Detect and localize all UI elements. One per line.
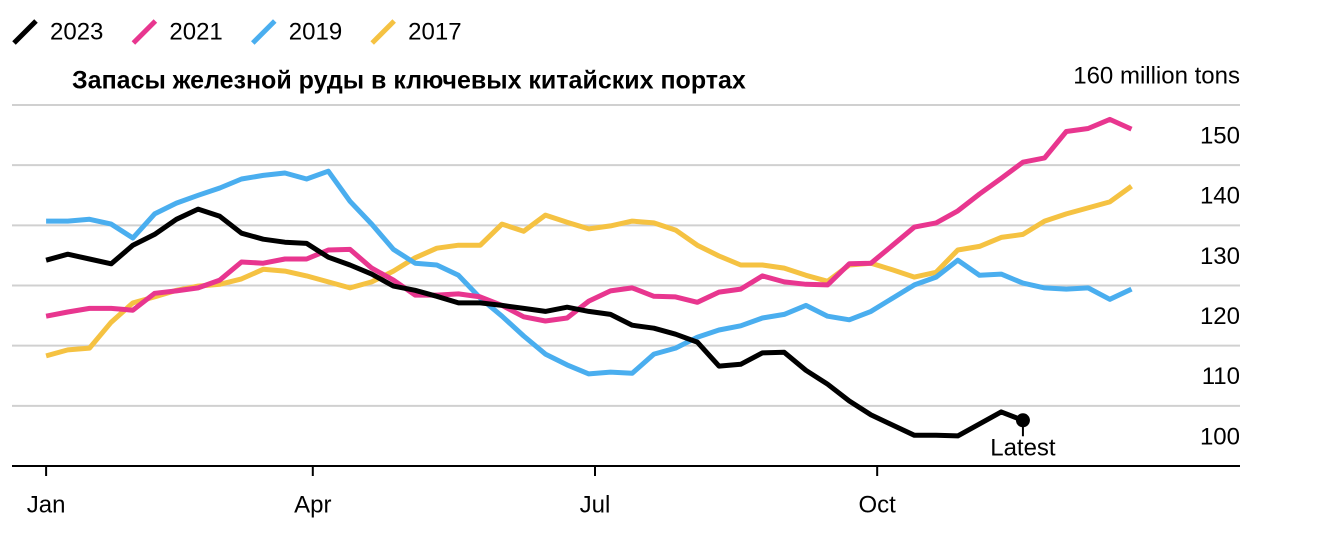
legend-label: 2019 (289, 18, 342, 45)
legend-label: 2023 (50, 18, 103, 45)
legend-swatch (12, 19, 38, 45)
y-tick-label: 100 (1200, 423, 1240, 450)
y-tick-label: 130 (1200, 243, 1240, 270)
annotation: Latest (990, 435, 1056, 462)
legend-swatch (370, 19, 396, 45)
legend-swatch (251, 19, 277, 45)
y-tick-label: 110 (1202, 363, 1240, 390)
chart-title: Запасы железной руды в ключевых китайски… (72, 67, 746, 95)
legend-label: 2017 (408, 18, 461, 45)
series-line (45, 184, 1133, 359)
y-tick-label: 160 million tons (1073, 62, 1240, 89)
legend-swatch (131, 19, 158, 45)
series-line (45, 116, 1133, 324)
x-tick-label: Oct (859, 491, 897, 518)
series-line (45, 206, 1024, 439)
legend-label: 2021 (169, 18, 222, 45)
y-tick-label: 120 (1200, 303, 1240, 330)
x-tick-label: Jan (27, 491, 66, 518)
latest-point (1015, 413, 1030, 428)
y-tick-label: 150 (1200, 123, 1240, 150)
y-tick-label: 140 (1200, 183, 1240, 210)
x-tick-label: Jul (580, 491, 611, 518)
series-line (46, 168, 1133, 377)
x-tick-label: Apr (294, 491, 331, 518)
